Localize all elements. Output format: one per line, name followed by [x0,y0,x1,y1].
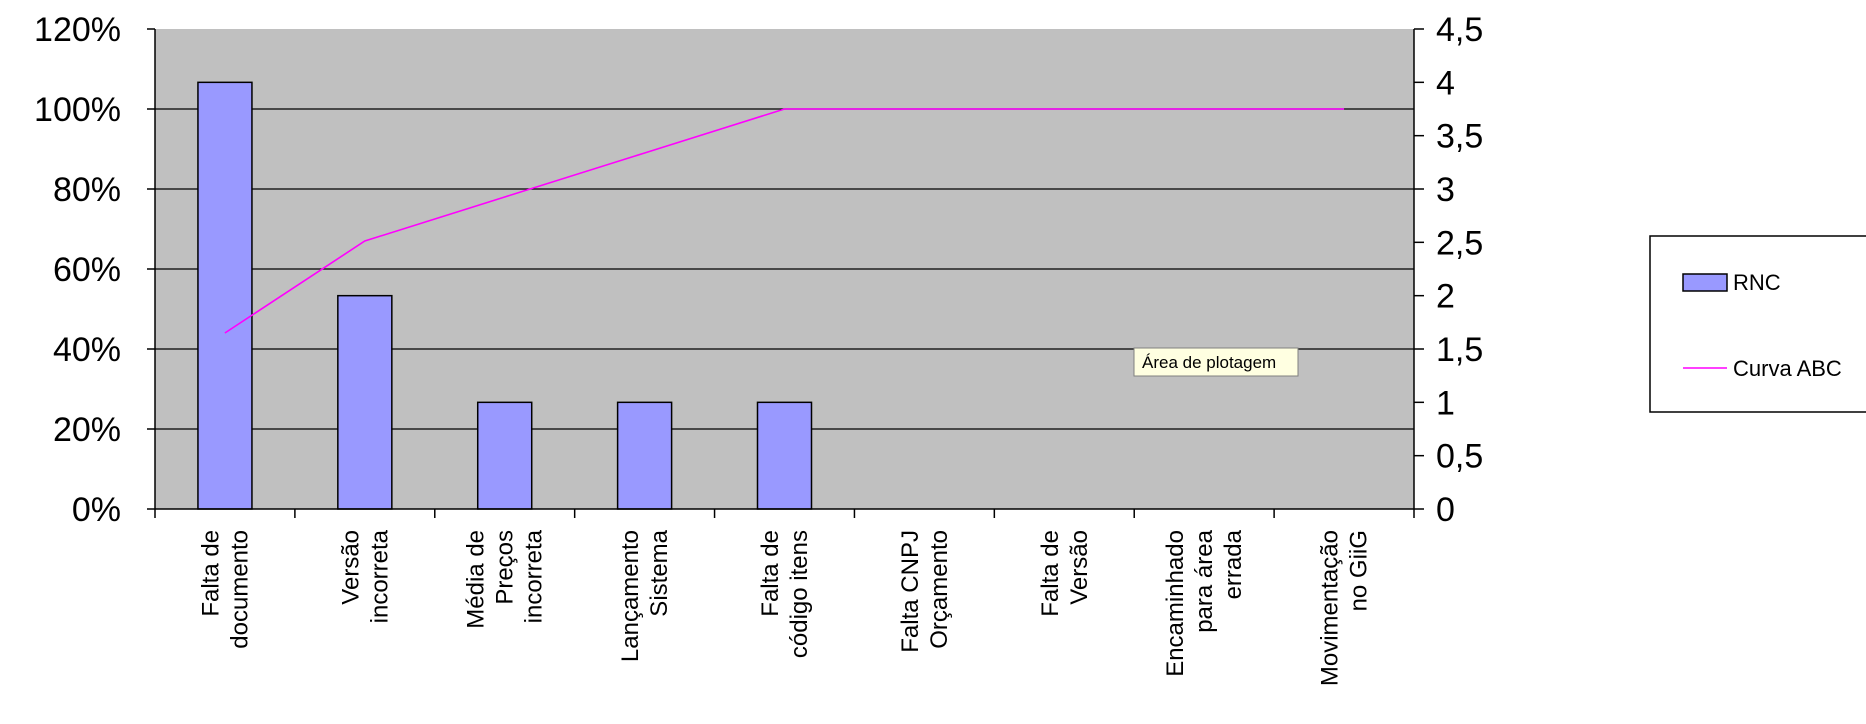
category-label-9: Movimentação no GiiG [1317,530,1373,686]
category-label-line: para área [1191,529,1218,632]
legend-label-rnc: RNC [1733,270,1781,295]
legend-label-curva-abc: Curva ABC [1733,356,1842,381]
bar-series-rnc [197,81,813,510]
right-axis-tick-label: 0 [1436,491,1455,529]
right-axis-tick-label: 3,5 [1436,118,1483,156]
category-label-line: Versão [337,530,364,605]
category-label-line: errada [1220,529,1247,599]
category-label-line: Preços [492,530,519,605]
category-label-line: incorreta [521,529,548,623]
category-label-1: Falta de documento [197,530,253,649]
category-label-line: Encaminhado [1162,530,1189,677]
category-label-line: Falta de [1037,530,1064,617]
left-axis-tick-label: 40% [53,331,121,369]
left-axis-tick-label: 20% [53,411,121,449]
left-axis-tick-label: 100% [34,91,121,129]
category-label-3: Média de Preços incorreta [463,529,548,628]
right-axis-tick-label: 2,5 [1436,224,1483,262]
right-axis-tick-label: 1 [1436,384,1455,422]
left-axis-tick-label: 0% [72,491,121,529]
category-label-8: Encaminhado para área errada [1162,529,1247,676]
right-axis-tick-label: 2 [1436,278,1455,316]
category-label-line: Média de [463,530,490,629]
left-axis-tick-label: 80% [53,171,121,209]
category-label-line: no GiiG [1346,530,1373,611]
plot-area-tooltip: Área de plotagem [1133,347,1299,377]
left-axis-tick-label: 60% [53,251,121,289]
right-axis-tick-label: 3 [1436,171,1455,209]
category-label-line: documento [226,530,253,649]
legend[interactable]: RNC Curva ABC [1649,235,1866,413]
bar-rnc-1[interactable] [197,81,253,510]
category-axis-labels: Falta de documento Versão incorreta Média de… [154,509,1415,686]
left-axis-tick-labels: 0% 20% 40% 60% 80% 100% 120% [34,11,155,529]
line-series-curva-abc [224,108,1345,334]
category-label-7: Falta de Versão [1037,530,1093,617]
right-axis-tick-label: 4 [1436,64,1455,102]
category-label-2: Versão incorreta [337,529,393,623]
category-label-line: código itens [786,530,813,658]
tooltip-text: Área de plotagem [1142,353,1276,372]
right-axis-tick-label: 4,5 [1436,11,1483,49]
bar-rnc-4[interactable] [616,401,673,510]
bar-rnc-2[interactable] [337,294,393,510]
category-label-line: Orçamento [926,530,953,649]
bar-rnc-3[interactable] [476,401,533,510]
left-axis-tick-label: 120% [34,11,121,49]
right-axis-tick-label: 0,5 [1436,438,1483,476]
category-label-line: Lançamento [617,530,644,662]
right-axis-tick-label: 1,5 [1436,331,1483,369]
bar-rnc-5[interactable] [756,401,813,510]
category-label-5: Falta de código itens [757,530,813,658]
category-label-line: Falta CNPJ [897,530,924,653]
right-axis-tick-labels: 0 0,5 1 1,5 2 2,5 3 3,5 4 4,5 [1414,11,1483,529]
category-label-6: Falta CNPJ Orçamento [897,530,953,653]
category-label-line: Versão [1066,530,1093,605]
category-label-line: Falta de [757,530,784,617]
category-label-4: Lançamento Sistema [617,529,673,662]
category-label-line: Sistema [646,529,673,616]
category-label-line: Falta de [197,530,224,617]
category-label-line: incorreta [366,529,393,623]
legend-swatch-rnc [1682,273,1728,292]
category-label-line: Movimentação [1317,530,1344,686]
